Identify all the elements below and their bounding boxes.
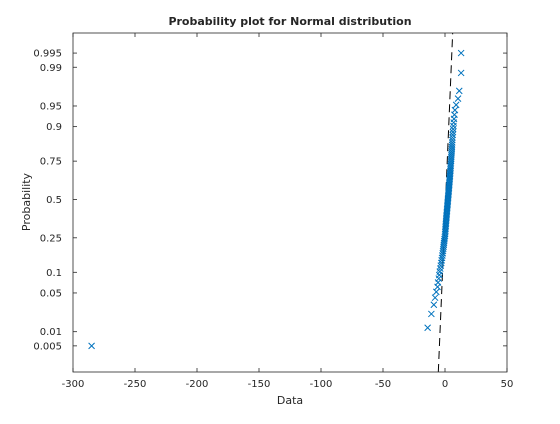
data-point	[455, 87, 463, 95]
y-tick-label: 0.25	[40, 233, 62, 244]
data-point	[452, 101, 460, 109]
data-point	[449, 128, 457, 136]
y-tick-label: 0.995	[33, 49, 62, 60]
axes: -300 -250 -200 -150 -100 -50 0 50 0.005 0.01 0.05 0…	[33, 32, 514, 390]
x-tick-label: -200	[186, 379, 209, 390]
data-point	[448, 136, 456, 144]
axes-box	[72, 32, 508, 373]
data-point	[449, 131, 457, 139]
y-tick-label: 0.005	[33, 341, 62, 352]
data-point	[432, 288, 440, 296]
chart-title: Probability plot for Normal distribution	[168, 15, 411, 28]
data-point	[88, 342, 95, 350]
y-axis-label: Probability	[20, 172, 33, 231]
x-tick-label: -100	[310, 379, 333, 390]
data-point	[451, 106, 459, 114]
y-tick-label: 0.75	[40, 157, 62, 168]
y-tick-label: 0.05	[40, 288, 62, 299]
y-tick-label: 0.1	[46, 268, 62, 279]
y-tick-label: 0.01	[40, 327, 62, 338]
data-point	[430, 301, 438, 309]
data-point	[428, 310, 435, 318]
y-tick-label: 0.9	[46, 122, 62, 133]
data-point	[431, 294, 439, 302]
data-point	[454, 95, 462, 102]
y-tick-label: 0.95	[40, 101, 62, 112]
y-tick-label: 0.99	[40, 63, 62, 74]
x-axis-label: Data	[277, 394, 303, 407]
data-point	[424, 324, 431, 332]
data-point	[449, 134, 456, 141]
data-points-layer	[88, 49, 465, 350]
x-tick-label: 0	[442, 379, 448, 390]
x-tick-label: 50	[501, 379, 514, 390]
x-tick-label: -150	[248, 379, 271, 390]
data-point	[457, 49, 465, 57]
x-tick-label: -300	[62, 379, 85, 390]
x-tick-label: -50	[375, 379, 391, 390]
data-point	[457, 69, 465, 77]
data-point	[437, 262, 445, 270]
x-tick-label: -250	[124, 379, 147, 390]
plot-area	[73, 33, 507, 372]
y-tick-label: 0.5	[46, 195, 62, 206]
